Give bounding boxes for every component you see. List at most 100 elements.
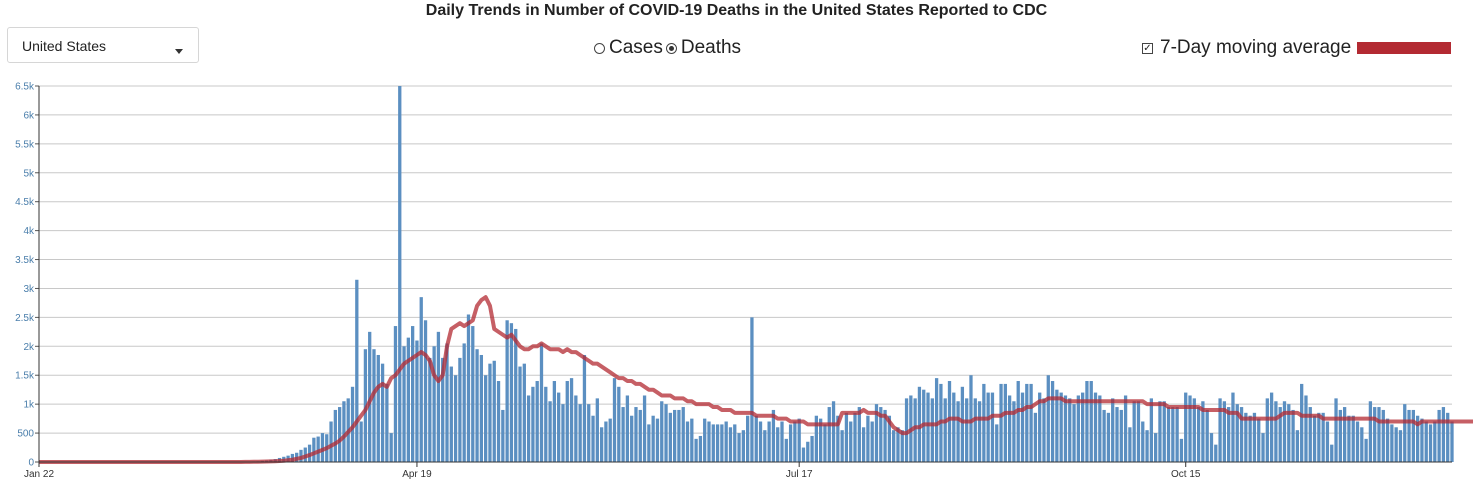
- bar: [943, 398, 947, 462]
- bar: [462, 343, 466, 462]
- bar: [552, 381, 557, 462]
- bar: [866, 415, 870, 462]
- bar: [806, 441, 810, 462]
- bar: [621, 407, 625, 462]
- bar: [1029, 383, 1033, 462]
- bar: [1171, 407, 1175, 462]
- bar: [685, 421, 690, 462]
- bar: [1390, 424, 1394, 462]
- deaths-radio-icon[interactable]: [665, 42, 677, 54]
- bar: [827, 407, 831, 462]
- bar: [668, 412, 672, 462]
- bar: [1257, 418, 1261, 462]
- bar: [801, 447, 806, 462]
- bar: [1265, 398, 1269, 462]
- y-tick-label: 2.5k: [15, 313, 35, 324]
- bar: [1269, 392, 1274, 462]
- bar: [965, 398, 969, 462]
- bar: [883, 409, 887, 462]
- moving-average-line: [39, 295, 1473, 464]
- bar: [488, 363, 492, 462]
- bar: [1033, 412, 1038, 462]
- bar: [316, 436, 320, 462]
- bar: [419, 297, 423, 462]
- bar: [694, 438, 698, 462]
- bar: [952, 392, 956, 462]
- cases-radio-icon[interactable]: [594, 42, 605, 54]
- bar: [1231, 392, 1235, 462]
- daily-deaths-bars: [200, 86, 1454, 462]
- bar: [1093, 392, 1098, 462]
- bar: [415, 340, 419, 462]
- bar: [793, 421, 797, 462]
- checkbox-checked-icon[interactable]: ✓: [1142, 42, 1153, 54]
- bar: [479, 354, 484, 462]
- bar: [561, 404, 565, 462]
- bar: [1184, 392, 1188, 462]
- bar: [1222, 401, 1227, 462]
- bar: [660, 401, 664, 462]
- bar: [1342, 407, 1347, 462]
- bar: [1450, 421, 1454, 462]
- y-tick-label: 5.5k: [15, 139, 35, 150]
- bar: [1360, 427, 1364, 462]
- bar: [1347, 415, 1351, 462]
- bar: [681, 407, 685, 462]
- bar: [1025, 383, 1029, 462]
- bar: [857, 407, 861, 462]
- bar: [1420, 418, 1424, 462]
- y-tick-label: 0: [28, 458, 34, 469]
- bar: [776, 427, 780, 462]
- bar: [337, 407, 342, 462]
- bar: [509, 323, 514, 462]
- moving-average-toggle[interactable]: ✓ 7-Day moving average: [1142, 37, 1452, 59]
- y-tick-label: 1.5k: [15, 371, 35, 382]
- bar: [496, 381, 501, 462]
- bar: [376, 354, 380, 462]
- bar: [1106, 412, 1111, 462]
- bar: [1252, 412, 1257, 462]
- bar: [1162, 401, 1166, 462]
- bar: [449, 366, 453, 462]
- bar: [634, 407, 638, 462]
- bar: [1368, 401, 1373, 462]
- cases-radio[interactable]: Cases: [594, 37, 663, 59]
- bar: [484, 375, 488, 462]
- bar: [1394, 427, 1398, 462]
- bar: [995, 424, 999, 462]
- bar: [1081, 392, 1085, 462]
- bar: [672, 409, 677, 462]
- bar: [1020, 392, 1025, 462]
- bar: [1287, 404, 1291, 462]
- bar: [1072, 404, 1076, 462]
- bar: [539, 343, 544, 462]
- bar: [1123, 395, 1128, 462]
- bar: [1059, 392, 1063, 462]
- bar: [1085, 381, 1089, 462]
- bar: [1012, 401, 1016, 462]
- bar: [874, 404, 879, 462]
- bar: [595, 398, 599, 462]
- bar: [385, 383, 389, 462]
- bar: [578, 404, 582, 462]
- y-tick-label: 5k: [23, 168, 35, 179]
- moving-average-label: 7-Day moving average: [1160, 37, 1352, 58]
- bar: [703, 418, 707, 462]
- region-select[interactable]: United States: [7, 27, 199, 63]
- bar: [1300, 383, 1304, 462]
- bar: [1312, 415, 1317, 462]
- deaths-radio[interactable]: Deaths: [665, 37, 741, 59]
- bar: [784, 438, 788, 462]
- bar: [1016, 381, 1020, 462]
- bar: [1278, 407, 1282, 462]
- bar: [453, 375, 458, 462]
- bar: [1166, 407, 1171, 462]
- bar: [1227, 407, 1231, 462]
- bar: [969, 375, 973, 462]
- bar: [733, 424, 737, 462]
- bar: [741, 430, 745, 462]
- bar: [1050, 381, 1055, 462]
- bar: [1377, 407, 1381, 462]
- bar: [1282, 401, 1287, 462]
